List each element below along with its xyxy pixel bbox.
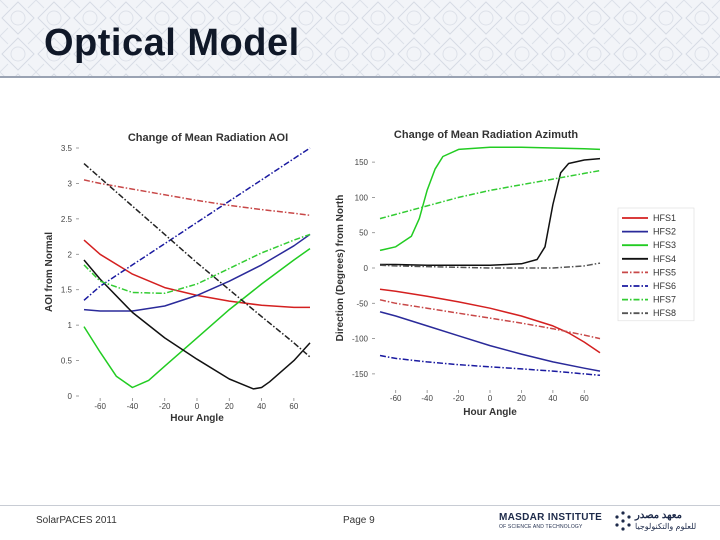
series-line-hfs3 xyxy=(83,247,311,389)
header-divider xyxy=(0,76,720,78)
series-line-hfs2 xyxy=(379,311,601,372)
y-axis-label: Direction (Degrees) from North xyxy=(335,195,346,342)
y-tick-label: -50 xyxy=(356,299,368,308)
chart-area: Change of Mean Radiation AOI Hour Angle AO… xyxy=(44,129,695,424)
y-tick-label: 3.5 xyxy=(61,144,73,153)
x-axis-label: Hour Angle xyxy=(170,413,224,424)
footer-divider xyxy=(0,505,720,506)
x-tick-label: 0 xyxy=(195,402,200,411)
y-tick-label: 100 xyxy=(355,193,369,202)
x-tick-label: -40 xyxy=(421,394,433,403)
x-tick-label: 0 xyxy=(488,394,493,403)
masdar-logo: MASDAR INSTITUTE OF SCIENCE AND TECHNOLO… xyxy=(495,508,707,534)
x-tick-label: 40 xyxy=(548,394,557,403)
logo-name-en: MASDAR INSTITUTE xyxy=(499,512,603,523)
x-tick-label: -40 xyxy=(127,402,139,411)
series-line-hfs6 xyxy=(83,147,311,301)
legend-entry: HFS5 xyxy=(653,267,676,277)
x-tick-label: -60 xyxy=(390,394,402,403)
x-tick-label: 20 xyxy=(517,394,526,403)
legend-entry: HFS7 xyxy=(653,295,676,305)
logo-name-ar: معهد مصدر xyxy=(635,510,682,521)
page-title: Optical Model xyxy=(44,22,300,64)
series-line-hfs2 xyxy=(83,233,311,312)
chart-title: Change of Mean Radiation Azimuth xyxy=(394,129,578,141)
legend-entry: HFS3 xyxy=(653,240,676,250)
slide-header: Optical Model xyxy=(0,0,720,78)
y-tick-label: -100 xyxy=(352,335,369,344)
y-tick-label: 1.5 xyxy=(61,286,73,295)
legend-entry: HFS8 xyxy=(653,308,676,318)
series-line-hfs7 xyxy=(83,233,311,295)
chart-panel-1: Change of Mean Radiation AOI Hour Angle AO… xyxy=(44,132,311,424)
x-tick-label: -20 xyxy=(159,402,171,411)
legend-entry: HFS6 xyxy=(653,281,676,291)
y-tick-label: -150 xyxy=(352,370,369,379)
footer-page-number: Page 9 xyxy=(343,515,375,526)
y-tick-label: 150 xyxy=(355,158,369,167)
series-line-hfs4 xyxy=(83,259,311,390)
footer-conference: SolarPACES 2011 xyxy=(36,515,117,526)
y-axis-label: AOI from Normal xyxy=(44,232,55,312)
chart-panel-2: Change of Mean Radiation Azimuth Hour Ang… xyxy=(335,129,695,418)
x-tick-label: 20 xyxy=(225,402,234,411)
x-tick-label: 40 xyxy=(257,402,266,411)
x-axis-label: Hour Angle xyxy=(463,407,517,418)
x-tick-label: 60 xyxy=(580,394,589,403)
legend-box xyxy=(617,207,695,322)
y-tick-label: 0 xyxy=(68,392,73,401)
series-line-hfs8 xyxy=(83,163,311,358)
series-line-hfs5 xyxy=(83,179,311,217)
series-line-hfs4 xyxy=(380,157,601,266)
logo-tagline-en: OF SCIENCE AND TECHNOLOGY xyxy=(499,524,583,530)
x-tick-label: -60 xyxy=(94,402,106,411)
legend-entry: HFS1 xyxy=(653,213,676,223)
y-tick-label: 3 xyxy=(68,179,73,188)
series-line-hfs6 xyxy=(379,354,601,377)
logo-mark-icon xyxy=(615,511,631,531)
series-line-hfs1 xyxy=(379,288,601,354)
logo-tagline-ar: للعلوم والتكنولوجيا xyxy=(635,522,697,531)
y-tick-label: 2.5 xyxy=(61,215,73,224)
y-tick-label: 2 xyxy=(68,250,73,259)
y-tick-label: 50 xyxy=(359,229,368,238)
legend-entry: HFS2 xyxy=(653,227,676,237)
series-line-hfs7 xyxy=(379,169,601,220)
legend-entry: HFS4 xyxy=(653,254,676,264)
x-tick-label: 60 xyxy=(289,402,298,411)
series-line-hfs8 xyxy=(379,262,601,269)
series-line-hfs5 xyxy=(379,299,601,340)
y-tick-label: 0 xyxy=(364,264,369,273)
x-tick-label: -20 xyxy=(453,394,465,403)
series-line-hfs3 xyxy=(379,146,601,252)
header-pattern xyxy=(0,0,720,78)
y-tick-label: 0.5 xyxy=(61,357,73,366)
chart-title: Change of Mean Radiation AOI xyxy=(128,132,288,144)
y-tick-label: 1 xyxy=(68,321,73,330)
